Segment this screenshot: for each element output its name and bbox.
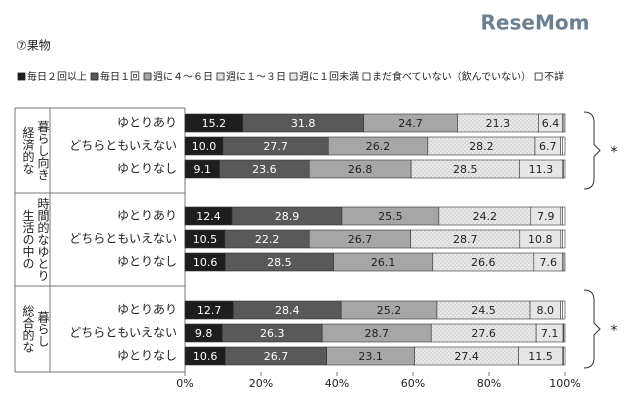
x-tick-label: 80%: [477, 377, 501, 390]
data-label: 24.5: [471, 304, 496, 317]
legend-swatch: [90, 72, 99, 81]
bar-segment: [562, 206, 566, 226]
bar-segment: [563, 323, 566, 343]
data-label: 26.3: [260, 327, 285, 340]
bracket: [583, 289, 601, 369]
category-label: どちらともいえない: [69, 232, 177, 246]
legend-label: 毎日１回: [100, 70, 140, 83]
legend-label: 週に４～６日: [153, 71, 213, 83]
data-label: 7.9: [537, 210, 555, 223]
data-label: 28.5: [267, 256, 292, 269]
data-label: 10.8: [528, 233, 553, 246]
data-label: 10.5: [193, 233, 218, 246]
data-label: 23.6: [252, 163, 277, 176]
bar-segment: [562, 300, 566, 320]
legend-swatch: [289, 72, 298, 81]
legend-swatch: [534, 72, 543, 81]
data-label: 6.4: [542, 117, 560, 130]
data-label: 22.2: [255, 233, 280, 246]
bar-segment: [563, 346, 566, 366]
bar-segment: [563, 159, 566, 179]
group-label: 経済的な: [21, 126, 35, 174]
legend-label: 週に１回未満: [299, 71, 359, 83]
data-label: 12.4: [196, 210, 221, 223]
data-label: 10.0: [192, 140, 217, 153]
legend-swatch: [143, 72, 152, 81]
data-label: 26.7: [264, 350, 289, 363]
data-label: 21.3: [486, 117, 511, 130]
data-label: 24.2: [473, 210, 498, 223]
data-label: 25.5: [378, 210, 403, 223]
group-label: 生活の中の: [21, 209, 35, 269]
group-label: 時間的なゆとり: [36, 197, 50, 281]
data-label: 26.1: [371, 256, 396, 269]
x-tick-label: 20%: [249, 377, 273, 390]
chart-title: ⑦果物: [16, 39, 51, 53]
data-label: 10.6: [193, 350, 218, 363]
data-label: 27.6: [471, 327, 496, 340]
data-label: 28.5: [453, 163, 478, 176]
category-label: ゆとりなし: [117, 255, 177, 269]
legend-label: まだ食べていない（飲んでいない）: [372, 70, 531, 83]
bar-segment: [560, 300, 564, 320]
legend-label: 週に１～３日: [226, 71, 286, 83]
data-label: 28.9: [275, 210, 300, 223]
data-label: 28.2: [469, 140, 494, 153]
data-label: 28.7: [453, 233, 478, 246]
annotation: *: [611, 323, 618, 339]
x-tick-label: 0%: [176, 377, 193, 390]
bar-segment: [563, 252, 566, 272]
category-label: ゆとりなし: [117, 349, 177, 363]
group-label: 総合的な: [21, 305, 35, 353]
category-label: ゆとりなし: [117, 162, 177, 176]
bar-segment: [562, 229, 566, 249]
data-label: 26.7: [348, 233, 373, 246]
data-label: 24.7: [398, 117, 423, 130]
data-label: 26.6: [471, 256, 496, 269]
data-label: 27.7: [263, 140, 288, 153]
data-label: 23.1: [358, 350, 383, 363]
legend-label: 不詳: [544, 70, 564, 83]
data-label: 12.7: [197, 304, 222, 317]
legend-swatch: [17, 72, 26, 81]
data-label: 15.2: [202, 117, 227, 130]
group-label: 暮らし向き: [36, 120, 50, 180]
category-label: どちらともいえない: [69, 326, 177, 340]
bar-segment: [563, 113, 566, 133]
legend-label: 毎日２回以上: [27, 70, 87, 83]
logo: ReseMom: [481, 11, 590, 35]
data-label: 26.2: [366, 140, 391, 153]
category-label: ゆとりあり: [117, 303, 177, 317]
data-label: 28.7: [364, 327, 389, 340]
data-label: 26.8: [348, 163, 373, 176]
data-label: 11.5: [528, 350, 553, 363]
legend-swatch: [362, 72, 371, 81]
x-tick-label: 100%: [549, 377, 580, 390]
category-label: ゆとりあり: [117, 209, 177, 223]
category-label: どちらともいえない: [69, 139, 177, 153]
x-tick-label: 40%: [325, 377, 349, 390]
data-label: 8.0: [536, 304, 554, 317]
data-label: 25.2: [377, 304, 402, 317]
data-label: 6.7: [539, 140, 557, 153]
bracket: [583, 111, 601, 190]
data-label: 27.4: [454, 350, 479, 363]
x-tick-label: 60%: [401, 377, 425, 390]
data-label: 9.1: [194, 163, 212, 176]
legend-swatch: [216, 72, 225, 81]
bar-segment: [562, 136, 566, 156]
data-label: 11.3: [529, 163, 554, 176]
data-label: 9.8: [195, 327, 213, 340]
category-label: ゆとりあり: [117, 116, 177, 130]
data-label: 31.8: [291, 117, 316, 130]
data-label: 28.4: [275, 304, 300, 317]
group-label: 暮らし: [36, 311, 50, 347]
data-label: 7.1: [541, 327, 559, 340]
data-label: 10.6: [193, 256, 218, 269]
annotation: *: [611, 145, 618, 161]
data-label: 7.6: [540, 256, 558, 269]
